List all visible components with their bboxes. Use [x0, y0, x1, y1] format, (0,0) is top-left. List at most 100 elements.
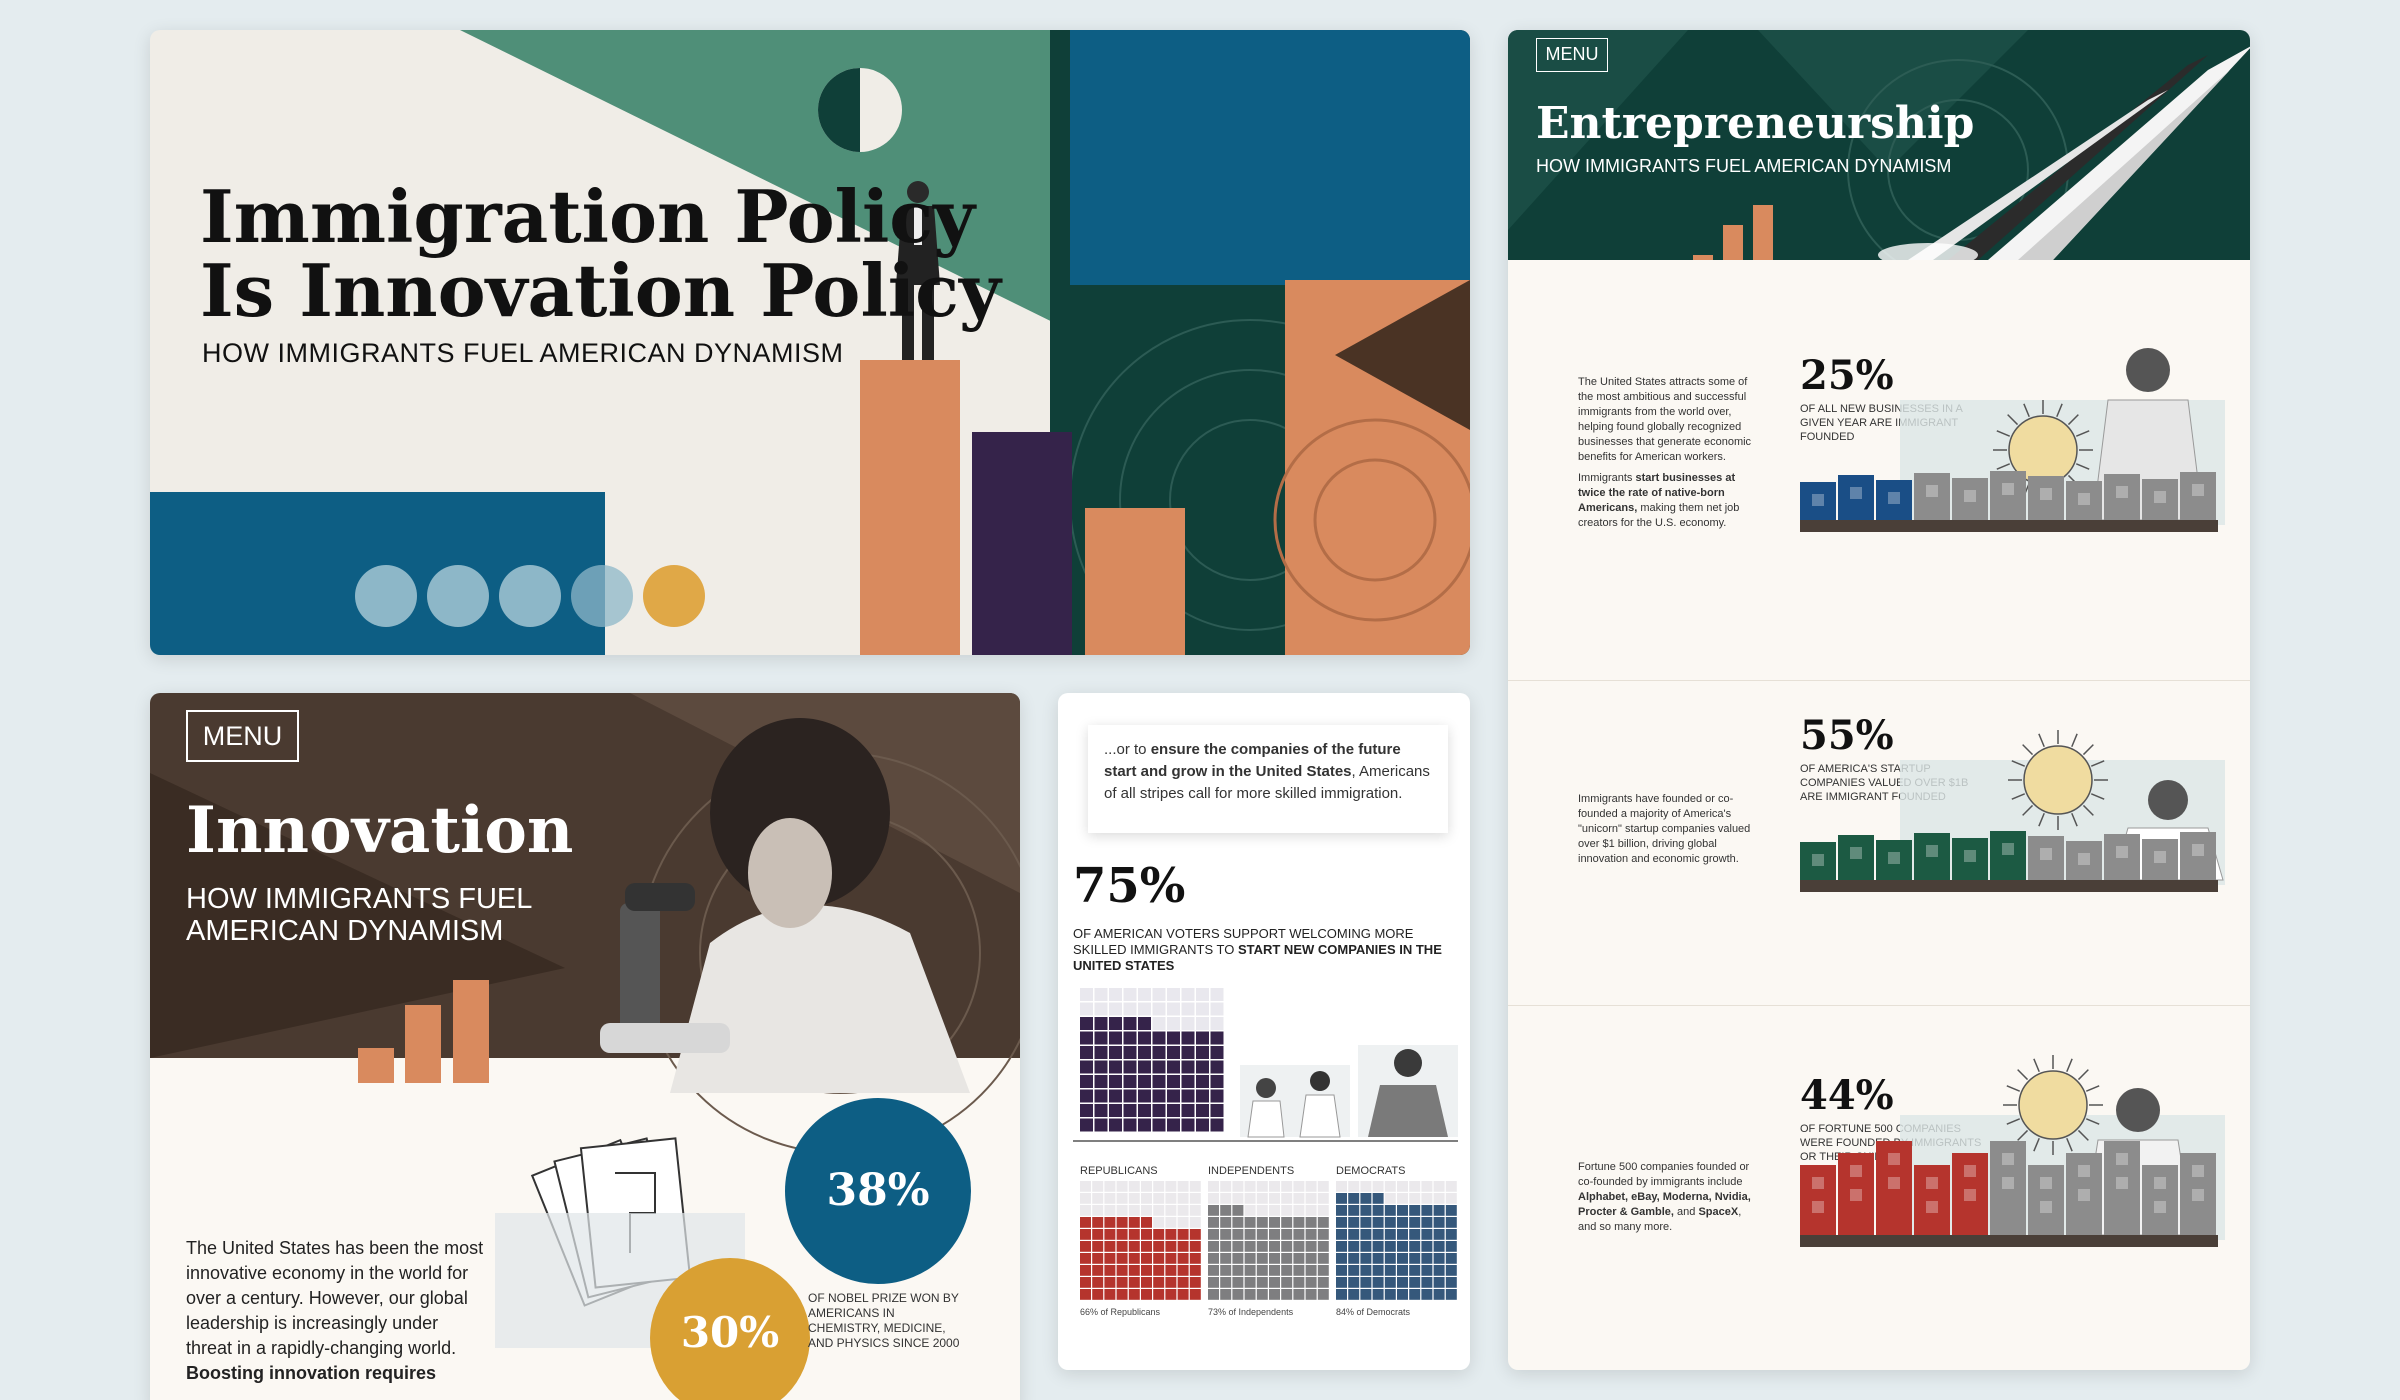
building — [2028, 476, 2064, 520]
waffle-cell — [1080, 1060, 1093, 1074]
party-waffle-cell — [1384, 1217, 1396, 1228]
entre-s3-desc-bold2: SpaceX — [1698, 1206, 1739, 1218]
building — [2066, 1153, 2102, 1235]
party-waffle-cell — [1348, 1181, 1360, 1192]
waffle-cell — [1123, 1075, 1137, 1088]
building — [2028, 836, 2064, 880]
party-waffle-cell — [1256, 1241, 1268, 1252]
party-waffle-cell — [1080, 1277, 1091, 1288]
party-waffle-cell — [1080, 1241, 1091, 1252]
party-waffle-cell — [1256, 1217, 1268, 1228]
party-waffle-cell — [1445, 1193, 1457, 1204]
building — [1876, 1141, 1912, 1235]
innovation-bar-2 — [405, 1005, 441, 1083]
party-waffle-cell — [1092, 1217, 1104, 1228]
survey-desc-bold: START NEW COMPANIES IN THE UNITED STATES — [1073, 942, 1442, 973]
party-waffle-cell — [1372, 1265, 1384, 1276]
party-waffle-cell — [1092, 1253, 1104, 1264]
party-waffle-cell — [1433, 1193, 1445, 1204]
party-waffle-cell — [1220, 1205, 1232, 1216]
party-waffle-cell — [1232, 1217, 1244, 1228]
waffle-cell — [1152, 1060, 1166, 1074]
party-waffle-cell — [1384, 1277, 1396, 1288]
party-waffle-cell — [1317, 1205, 1329, 1216]
party-waffle-cell — [1256, 1253, 1268, 1264]
businesswoman-figure — [896, 181, 940, 360]
party-waffle-cell — [1336, 1241, 1347, 1252]
dot-4 — [571, 565, 633, 627]
party-waffle-cell — [1104, 1253, 1116, 1264]
party-waffle-cell — [1317, 1229, 1329, 1240]
waffle-cell — [1080, 1104, 1093, 1117]
waffle-cell — [1196, 1089, 1209, 1103]
innovation-body: The United States has been the most inno… — [186, 1236, 486, 1386]
party-waffle-cell — [1220, 1229, 1232, 1240]
waffle-cell — [1196, 1060, 1209, 1074]
party-waffle-cell — [1269, 1241, 1280, 1252]
waffle-cell — [1181, 1017, 1195, 1030]
entre-s3-desc-mid: and — [1673, 1206, 1699, 1218]
party-waffle-cell — [1128, 1241, 1140, 1252]
party-waffle-cell — [1293, 1217, 1305, 1228]
waffle-cell — [1152, 1031, 1166, 1045]
innovation-artwork — [150, 693, 1020, 1348]
waffle-cell — [1109, 1104, 1122, 1117]
party-waffle-cell — [1104, 1289, 1116, 1300]
waffle-cell — [1094, 1060, 1108, 1074]
waffle-cell — [1210, 1031, 1224, 1045]
waffle-cell — [1210, 1089, 1224, 1103]
party-waffle-cell — [1421, 1217, 1433, 1228]
party-waffle-cell — [1220, 1181, 1232, 1192]
waffle-cell — [1109, 1118, 1122, 1132]
party-waffle-cell — [1220, 1277, 1232, 1288]
building — [1876, 840, 1912, 880]
waffle-cell — [1181, 1104, 1195, 1117]
party-waffle-cell — [1189, 1229, 1201, 1240]
party-waffle-cell — [1165, 1181, 1177, 1192]
party-waffle-cell — [1177, 1229, 1189, 1240]
entre-menu-button[interactable]: MENU — [1536, 38, 1608, 72]
waffle-cell — [1138, 1104, 1151, 1117]
rocket-illustration — [1878, 46, 2250, 260]
party-waffle-cell — [1397, 1253, 1408, 1264]
party-waffle-cell — [1208, 1229, 1219, 1240]
party-waffle-cell — [1293, 1265, 1305, 1276]
building — [2028, 1165, 2064, 1235]
waffle-cell — [1094, 1046, 1108, 1059]
party-waffle-cell — [1348, 1277, 1360, 1288]
party-waffle-cell — [1397, 1241, 1408, 1252]
waffle-cell — [1109, 1031, 1122, 1045]
party-waffle-cell — [1128, 1217, 1140, 1228]
party-waffle-cell — [1153, 1229, 1165, 1240]
waffle-cell — [1196, 988, 1209, 1001]
waffle-cell — [1138, 1118, 1151, 1132]
overall-waffle-grid — [1080, 988, 1224, 1132]
party-waffle-cell — [1372, 1217, 1384, 1228]
party-waffle-cell — [1244, 1193, 1256, 1204]
waffle-cell — [1167, 1017, 1180, 1030]
waffle-cell — [1181, 1046, 1195, 1059]
party-waffle-cell — [1445, 1289, 1457, 1300]
building — [2142, 1165, 2178, 1235]
party-waffle-cell — [1141, 1253, 1152, 1264]
waffle-cell — [1080, 1031, 1093, 1045]
waffle-cell — [1210, 1017, 1224, 1030]
building — [1952, 838, 1988, 880]
party-waffle-cell — [1080, 1229, 1091, 1240]
party-waffle-cell — [1305, 1265, 1317, 1276]
party-waffle-cell — [1256, 1205, 1268, 1216]
party-waffle-cell — [1384, 1253, 1396, 1264]
party-waffle-cell — [1189, 1217, 1201, 1228]
party-waffle-cell — [1232, 1253, 1244, 1264]
party-waffle-cell — [1208, 1289, 1219, 1300]
hero-title: Immigration Policy Is Innovation Policy — [200, 180, 1001, 328]
waffle-cell — [1196, 1104, 1209, 1117]
party-waffle-cell — [1305, 1229, 1317, 1240]
party-waffle-cell — [1293, 1193, 1305, 1204]
waffle-cell — [1210, 1118, 1224, 1132]
hero-artwork — [150, 30, 1470, 655]
menu-button[interactable]: MENU — [186, 710, 299, 762]
blue-block-shape — [1070, 30, 1470, 285]
party-waffle-cell — [1208, 1181, 1219, 1192]
waffle-cell — [1080, 1118, 1093, 1132]
